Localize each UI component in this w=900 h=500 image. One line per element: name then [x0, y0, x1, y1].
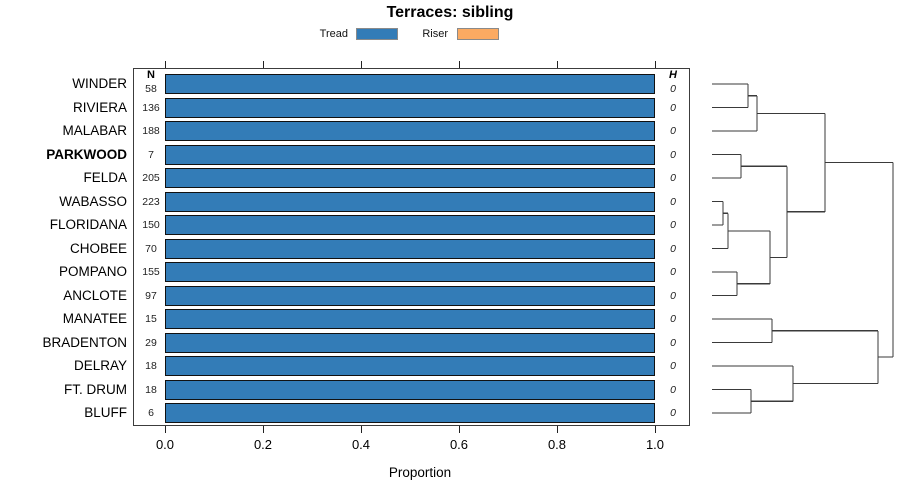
row-label: WINDER [72, 76, 127, 91]
x-tick-label: 0.4 [351, 437, 371, 452]
h-value: 0 [670, 148, 676, 161]
h-column-header: H [669, 69, 677, 81]
x-tick-bottom [557, 426, 558, 433]
row-label: CHOBEE [69, 240, 127, 256]
legend-label-riser: Riser [422, 28, 448, 40]
x-tick-bottom [459, 426, 460, 433]
row-label: POMPANO [58, 264, 127, 279]
chart-title: Terraces: sibling [386, 4, 514, 21]
n-value: 7 [148, 148, 154, 161]
n-value: 205 [142, 172, 160, 184]
n-value: 29 [145, 336, 157, 349]
x-tick-bottom [263, 426, 264, 433]
h-value: 0 [670, 313, 676, 325]
bar-segment-tread [165, 403, 655, 423]
bar-segment-tread [165, 356, 655, 376]
n-value: 223 [142, 195, 160, 208]
legend-swatch-tread [356, 28, 398, 40]
bar-segment-tread [165, 285, 655, 306]
plot-frame [133, 68, 690, 426]
h-value: 0 [670, 289, 676, 302]
n-value: 188 [142, 125, 160, 137]
bar-segment-tread [165, 332, 655, 353]
row-label: PARKWOOD [46, 146, 127, 162]
n-value: 97 [145, 289, 157, 302]
h-value: 0 [670, 266, 676, 278]
row-label: RIVIERA [72, 99, 127, 115]
x-tick-label: 1.0 [645, 437, 665, 452]
legend-label-tread: Tread [319, 28, 348, 40]
x-tick-top [165, 61, 166, 68]
x-tick-top [459, 61, 460, 68]
row-label: BLUFF [84, 405, 127, 420]
h-value: 0 [670, 219, 676, 231]
x-tick-bottom [165, 426, 166, 433]
row-label: FT. DRUM [64, 381, 127, 397]
bar-segment-tread [165, 191, 655, 212]
n-value: 70 [145, 242, 157, 255]
h-value: 0 [670, 336, 676, 349]
h-value: 0 [670, 172, 676, 184]
n-value: 136 [142, 101, 160, 114]
x-tick-label: 0.6 [449, 437, 469, 452]
x-tick-top [361, 61, 362, 68]
n-value: 18 [145, 360, 157, 372]
row-label: BRADENTON [42, 334, 127, 350]
bar-segment-tread [165, 74, 655, 94]
h-value: 0 [670, 383, 676, 396]
x-tick-bottom [361, 426, 362, 433]
h-value: 0 [670, 407, 676, 419]
bar-segment-tread [165, 238, 655, 259]
x-tick-label: 0.0 [155, 437, 175, 452]
x-axis-title: Proportion [388, 465, 452, 480]
x-tick-top [263, 61, 264, 68]
bar-segment-tread [165, 309, 655, 329]
legend-swatch-riser [457, 28, 499, 40]
row-label: MALABAR [62, 123, 127, 138]
n-value: 150 [142, 219, 160, 231]
row-label: FLORIDANA [49, 217, 127, 232]
n-value: 58 [145, 83, 157, 95]
h-value: 0 [670, 101, 676, 114]
h-value: 0 [670, 125, 676, 137]
row-label: WABASSO [59, 193, 127, 209]
x-tick-bottom [655, 426, 656, 433]
row-label: DELRAY [73, 358, 127, 373]
bar-segment-tread [165, 262, 655, 282]
row-label: MANATEE [62, 311, 127, 326]
n-value: 15 [145, 313, 157, 325]
bar-segment-tread [165, 97, 655, 118]
n-value: 6 [148, 407, 154, 419]
x-tick-top [557, 61, 558, 68]
row-label: ANCLOTE [63, 287, 127, 303]
bar-segment-tread [165, 168, 655, 188]
bar-segment-tread [165, 379, 655, 400]
x-tick-top [655, 61, 656, 68]
h-value: 0 [670, 360, 676, 372]
x-tick-label: 0.2 [253, 437, 273, 452]
h-value: 0 [670, 83, 676, 95]
n-value: 18 [145, 383, 157, 396]
bar-segment-tread [165, 144, 655, 165]
h-value: 0 [670, 242, 676, 255]
bar-segment-tread [165, 121, 655, 141]
x-tick-label: 0.8 [547, 437, 567, 452]
bar-segment-tread [165, 215, 655, 235]
n-value: 155 [142, 266, 160, 278]
h-value: 0 [670, 195, 676, 208]
row-label: FELDA [83, 170, 127, 185]
n-column-header: N [147, 69, 155, 81]
